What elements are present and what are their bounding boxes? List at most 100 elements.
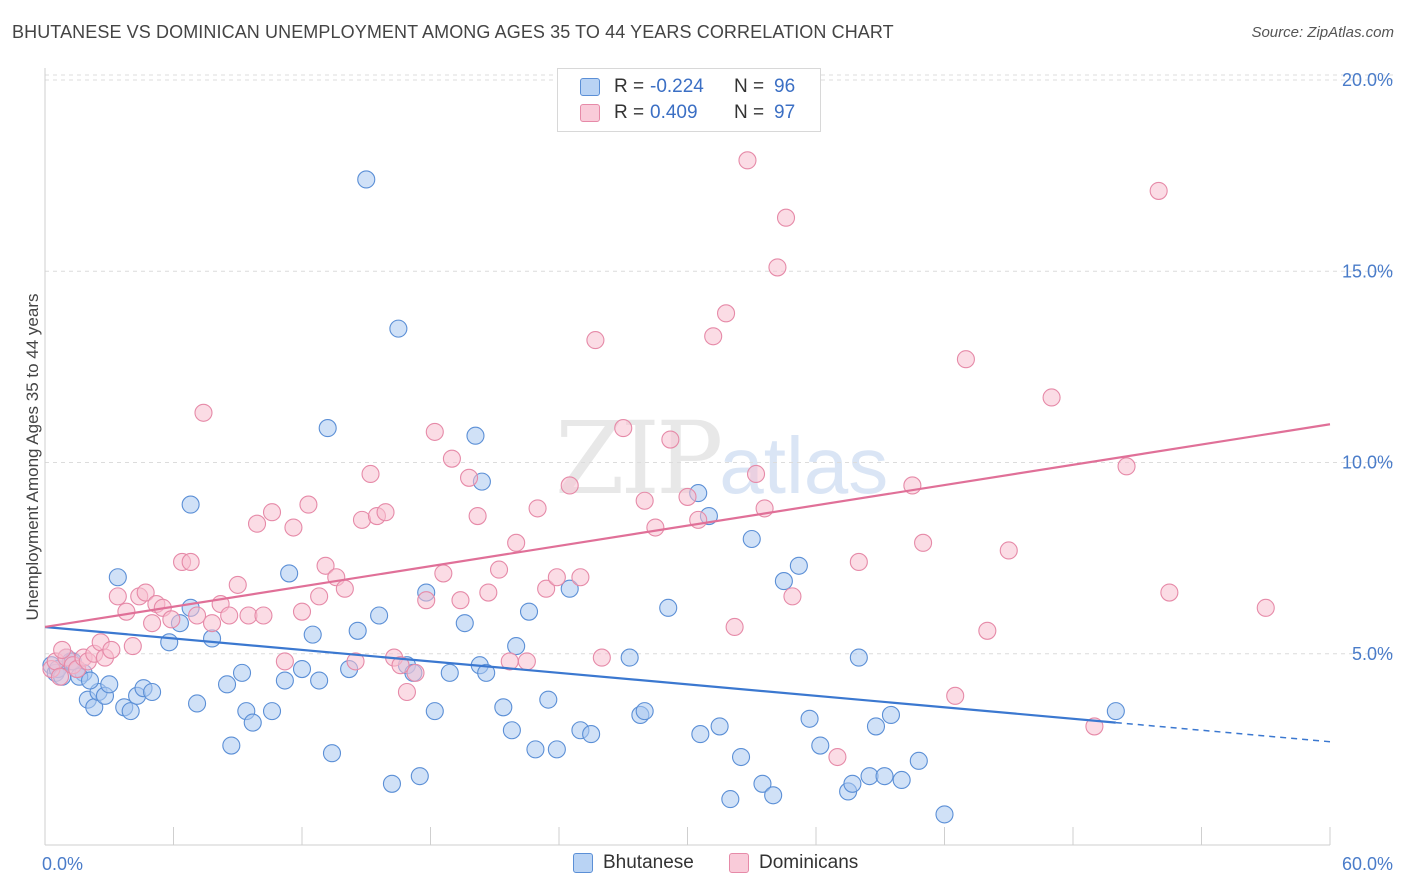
dominican-point	[108, 587, 127, 606]
dominican-point	[507, 533, 526, 552]
bhutanese-point	[881, 705, 901, 725]
bhutanese-point	[659, 598, 678, 617]
y-tick-label: 15.0%	[1342, 261, 1393, 281]
dominican-point	[571, 568, 590, 587]
bhutanese-trend-line	[44, 625, 1116, 724]
dominican-point	[247, 514, 267, 533]
bhutanese-point	[789, 556, 808, 575]
x-tick-label: 0.0%	[42, 854, 83, 874]
dominican-point	[203, 614, 222, 633]
bhutanese-point	[382, 774, 402, 793]
dominican-point	[434, 564, 453, 583]
dominican-point	[776, 208, 796, 227]
dominican-trend-line	[44, 423, 1331, 629]
dominican-point	[284, 518, 303, 537]
dominican-point	[162, 610, 181, 629]
dominican-point	[335, 579, 354, 598]
bhutanese-point	[357, 170, 376, 189]
bhutanese-point	[800, 709, 819, 728]
dominican-point	[479, 583, 498, 602]
dominican-point	[194, 403, 213, 422]
dominican-point	[956, 350, 975, 369]
correlation-legend: R = -0.224 N = 96 R = 0.409 N = 97	[557, 68, 821, 132]
dominican-point	[316, 556, 335, 575]
bhutanese-point	[80, 671, 100, 690]
dominican-point	[310, 587, 329, 606]
bhutanese-point	[721, 790, 740, 809]
dominican-point	[528, 499, 547, 518]
dominican-point	[547, 568, 566, 587]
bhutanese-point	[303, 625, 322, 644]
dominican-point	[442, 449, 461, 468]
legend-swatch-pink	[729, 853, 749, 873]
data-points	[42, 151, 1275, 824]
dominican-point	[376, 503, 395, 522]
dominican-point	[586, 331, 605, 350]
y-tick-label: 5.0%	[1352, 644, 1393, 664]
tick-labels: 5.0% 10.0% 15.0% 20.0% 0.0% 60.0% Unemployment…	[23, 70, 1393, 874]
dominican-point	[406, 663, 425, 682]
bhutanese-point	[280, 564, 299, 583]
dominican-point	[292, 602, 312, 621]
bhutanese-point	[370, 606, 389, 625]
dominican-point	[117, 602, 136, 621]
bhutanese-point	[526, 740, 545, 759]
bhutanese-point	[875, 767, 894, 786]
bhutanese-point	[547, 740, 566, 759]
dominican-point	[391, 656, 410, 675]
dominican-point	[768, 258, 787, 277]
legend-item-dominicans[interactable]: Dominicans	[729, 852, 858, 874]
dominican-point	[783, 587, 802, 606]
dominican-point	[849, 552, 868, 572]
dominican-point	[346, 652, 365, 671]
legend-swatch-blue	[573, 853, 593, 873]
dominican-point	[716, 304, 736, 323]
legend-label-dominicans: Dominicans	[759, 852, 859, 873]
legend-n-label: N =	[734, 76, 765, 97]
bhutanese-point	[843, 774, 862, 793]
bhutanese-point	[217, 675, 237, 694]
bhutanese-point	[108, 568, 127, 587]
dominican-point	[228, 575, 247, 594]
bhutanese-point	[318, 419, 337, 438]
legend-n-value: 96	[774, 76, 796, 97]
dominican-point	[678, 487, 697, 506]
dominican-point	[102, 640, 121, 659]
bhutanese-point	[502, 721, 521, 740]
dominican-point	[220, 606, 239, 625]
bhutanese-point	[935, 805, 954, 824]
dominican-point	[828, 747, 847, 767]
legend-swatch-blue	[580, 78, 600, 96]
bhutanese-point	[774, 572, 793, 591]
dominican-point	[181, 552, 200, 572]
bhutanese-point	[539, 690, 558, 709]
dominican-point	[635, 491, 654, 510]
legend-r-label: R =	[614, 102, 645, 123]
legend-r-value: -0.224	[650, 76, 704, 97]
dominican-point	[254, 606, 273, 625]
bhutanese-point	[849, 648, 868, 667]
dominican-point	[946, 686, 965, 705]
dominican-point	[704, 327, 723, 346]
bhutanese-point	[262, 702, 282, 721]
bhutanese-point	[275, 671, 294, 690]
dominican-point	[188, 606, 207, 625]
bhutanese-point	[866, 717, 886, 736]
bhutanese-point	[560, 579, 579, 598]
bhutanese-point	[440, 663, 459, 682]
legend-row-bhutanese: R = -0.224 N = 96	[580, 74, 795, 100]
bhutanese-point	[466, 426, 485, 445]
bhutanese-point	[507, 637, 526, 656]
bhutanese-point	[310, 671, 329, 690]
grid	[45, 74, 1395, 655]
legend-item-bhutanese[interactable]: Bhutanese	[573, 852, 694, 874]
legend-n-value: 97	[774, 102, 796, 123]
dominican-point	[725, 617, 744, 637]
dominican-point	[352, 510, 372, 529]
x-tick-label: 60.0%	[1342, 854, 1393, 874]
legend-swatch-pink	[580, 104, 600, 122]
bhutanese-point	[425, 702, 444, 721]
bhutanese-point	[764, 786, 783, 805]
dominican-point	[136, 583, 155, 602]
